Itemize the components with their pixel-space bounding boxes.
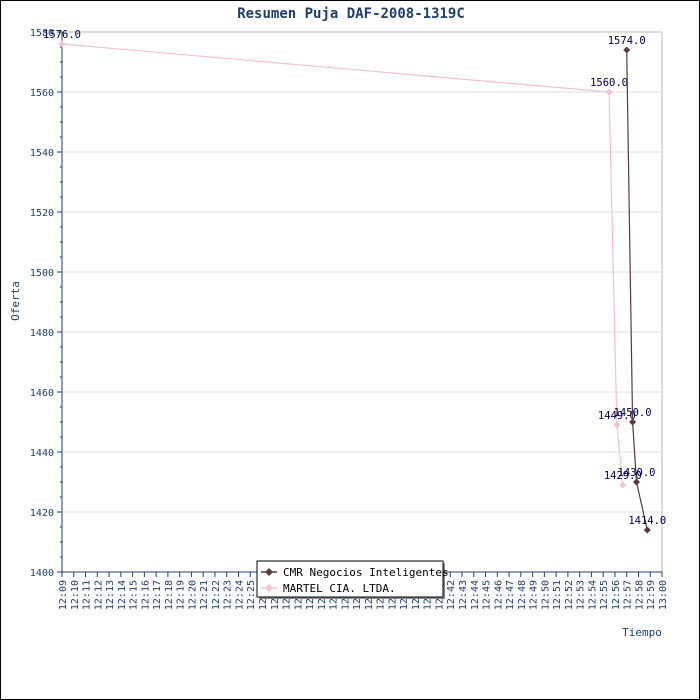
x-tick-label: 12:53 [576, 580, 587, 610]
x-tick-label: 12:15 [129, 580, 140, 610]
x-tick-label: 12:22 [211, 580, 222, 610]
grid-lines [61, 31, 663, 573]
legend-swatch-marker [265, 584, 273, 592]
legend-box [256, 560, 444, 598]
y-tick-label: 1520 [30, 208, 54, 219]
data-label: 1414.0 [628, 515, 666, 527]
y-tick-label: 1400 [30, 568, 54, 579]
data-label: 1560.0 [590, 77, 628, 89]
y-tick-label: 1460 [30, 388, 54, 399]
data-label: 1574.0 [608, 35, 646, 47]
data-point [629, 418, 637, 426]
x-tick-label: 12:51 [552, 580, 563, 610]
y-tick-label: 1440 [30, 448, 54, 459]
x-tick-label: 12:57 [623, 580, 634, 610]
y-tick-label: 1420 [30, 508, 54, 519]
x-tick-label: 12:59 [646, 580, 657, 610]
data-label: 1450.0 [614, 407, 652, 419]
data-label: 1429.0 [604, 470, 642, 482]
x-tick-label: 12:47 [505, 580, 516, 610]
data-point [643, 526, 651, 534]
plot-area [61, 31, 663, 573]
x-tick-label: 12:55 [599, 580, 610, 610]
y-tick-label: 1540 [30, 148, 54, 159]
x-tick-label: 12:50 [540, 580, 551, 610]
x-tick-label: 12:42 [446, 580, 457, 610]
data-label: 1430.0 [618, 467, 656, 479]
x-tick-label: 12:13 [105, 580, 116, 610]
x-tick-label: 12:17 [152, 580, 163, 610]
chart-title: Resumen Puja DAF-2008-1319C [237, 6, 465, 22]
x-tick-label: 12:10 [70, 580, 81, 610]
legend-entry: MARTEL CIA. LTDA. [283, 582, 396, 595]
x-axis-title: Tiempo [622, 626, 662, 639]
x-tick-label: 12:11 [82, 580, 93, 610]
y-tick-label: 1580 [30, 28, 54, 39]
legend-entry: CMR Negocios Inteligentes [283, 566, 449, 579]
x-tick-label: 12:16 [140, 580, 151, 610]
series-line [61, 43, 624, 486]
x-tick-label: 12:19 [176, 580, 187, 610]
x-tick-label: 12:56 [611, 580, 622, 610]
data-point [623, 46, 631, 54]
x-tick-label: 12:46 [493, 580, 504, 610]
x-tick-label: 12:43 [458, 580, 469, 610]
x-tick-label: 12:45 [482, 580, 493, 610]
y-axis-title: Oferta [9, 281, 22, 321]
data-point [619, 481, 627, 489]
y-tick-label: 1500 [30, 268, 54, 279]
x-tick-label: 12:58 [634, 580, 645, 610]
x-tick-label: 12:24 [234, 580, 245, 610]
x-tick-label: 12:12 [93, 580, 104, 610]
series-line [626, 49, 648, 531]
y-axis-ticks: 1400 1420 1440 1460 1480 1500 1520 1540 1560 1580 [30, 28, 54, 579]
x-tick-label: 12:14 [117, 580, 128, 610]
legend: CMR Negocios Inteligentes MARTEL CIA. LTD… [256, 560, 449, 599]
x-tick-label: 12:25 [246, 580, 257, 610]
data-point [58, 40, 66, 48]
y-tick-label: 1480 [30, 328, 54, 339]
x-tick-label: 12:23 [223, 580, 234, 610]
data-label: 1449.0 [598, 410, 636, 422]
series-group: 1576.0 1560.0 1449.0 1429.0 1574.0 1450.0 1430… [43, 29, 666, 534]
x-tick-label: 12:20 [187, 580, 198, 610]
x-tick-label: 12:44 [470, 580, 481, 610]
y-tick-label: 1560 [30, 88, 54, 99]
data-label: 1576.0 [43, 29, 81, 41]
x-tick-label: 13:00 [658, 580, 669, 610]
data-point [633, 478, 641, 486]
x-tick-label: 12:54 [587, 580, 598, 610]
x-tick-label: 12:49 [529, 580, 540, 610]
x-tick-label: 12:52 [564, 580, 575, 610]
x-tick-label: 12:48 [517, 580, 528, 610]
data-point [613, 421, 621, 429]
x-tick-label: 12:18 [164, 580, 175, 610]
legend-swatch-marker [265, 568, 273, 576]
data-point [605, 88, 613, 96]
x-tick-label: 12:09 [58, 580, 69, 610]
x-tick-label: 12:21 [199, 580, 210, 610]
